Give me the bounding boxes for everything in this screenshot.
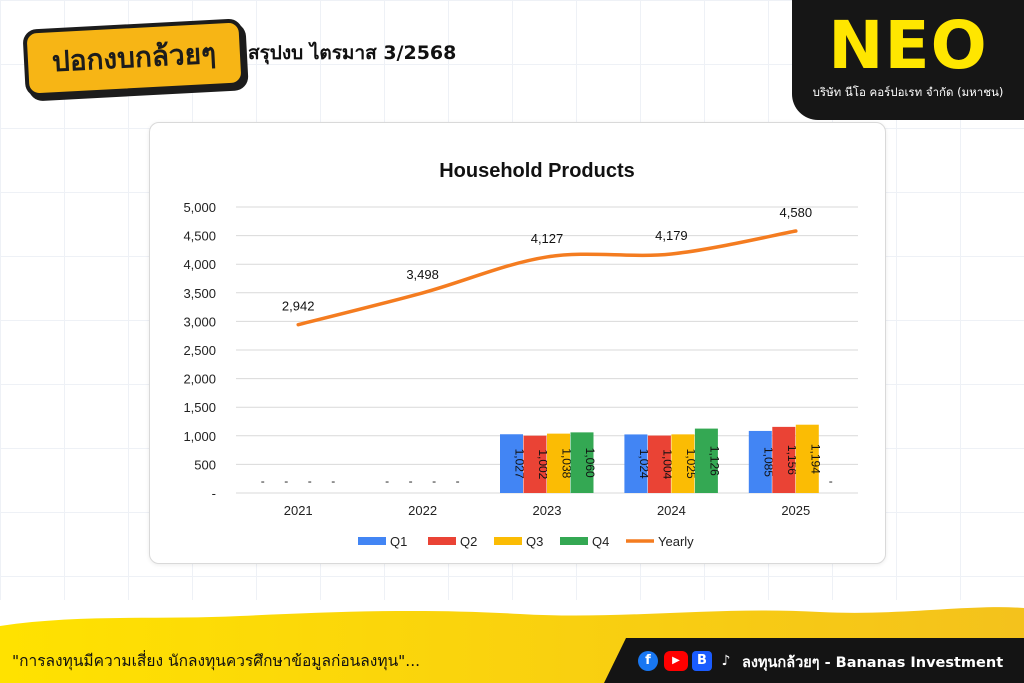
y-tick-label: 5,000 — [183, 200, 216, 215]
bar-data-label: 1,027 — [513, 449, 527, 479]
legend-swatch-q3 — [494, 537, 522, 545]
bar-data-label: 1,126 — [707, 446, 721, 476]
y-tick-label: 4,000 — [183, 257, 216, 272]
bar-q3 — [671, 434, 695, 493]
bar-data-label: - — [308, 474, 312, 488]
y-tick-label: 2,000 — [183, 372, 216, 387]
tiktok-icon[interactable]: ♪ — [716, 651, 736, 671]
neo-logo: NEO — [828, 7, 988, 84]
legend-swatch-q1 — [358, 537, 386, 545]
company-name: บริษัท นีโอ คอร์ปอเรท จำกัด (มหาชน) — [812, 85, 1004, 99]
yearly-data-label: 4,127 — [531, 231, 564, 246]
y-tick-label: 4,500 — [183, 229, 216, 244]
facebook-icon[interactable]: f — [638, 651, 658, 671]
bar-data-label: - — [409, 474, 413, 488]
bar-data-label: - — [284, 474, 288, 488]
chart-title: Household Products — [439, 160, 635, 182]
legend-label: Q4 — [592, 534, 609, 549]
bar-q4 — [570, 432, 594, 493]
legend-label: Q3 — [526, 534, 543, 549]
x-tick-label: 2024 — [657, 503, 686, 518]
legend-label: Q2 — [460, 534, 477, 549]
legend-swatch-q2 — [428, 537, 456, 545]
bar-q1 — [500, 434, 523, 493]
bar-data-label: - — [331, 474, 335, 488]
bar-data-label: - — [261, 474, 265, 488]
y-tick-label: 500 — [194, 457, 216, 472]
bar-data-label: 1,085 — [761, 447, 775, 477]
bar-data-label: 1,194 — [808, 444, 822, 474]
y-tick-label: 1,000 — [183, 429, 216, 444]
x-tick-label: 2025 — [781, 503, 810, 518]
bar-q1 — [624, 434, 648, 493]
bar-data-label: - — [456, 474, 460, 488]
household-products-chart: Household Products 5,000 4,500 4,000 3,500 3,… — [183, 160, 858, 549]
bar-q4 — [694, 428, 718, 493]
bar-data-label: - — [432, 474, 436, 488]
blockdit-icon[interactable]: B — [692, 651, 712, 671]
yearly-data-label: 4,580 — [780, 205, 813, 220]
x-tick-label: 2022 — [408, 503, 437, 518]
bar-data-label: 1,038 — [560, 448, 574, 478]
legend-label: Yearly — [658, 534, 694, 549]
bar-q3 — [547, 433, 570, 493]
bar-q1 — [748, 430, 772, 493]
chart-card: Household Products 5,000 4,500 4,000 3,500 3,… — [149, 122, 886, 564]
y-tick-label: 3,500 — [183, 286, 216, 301]
yearly-data-label: 2,942 — [282, 299, 315, 314]
investment-disclaimer: "การลงทุนมีความเสี่ยง นักลงทุนควรศึกษาข้… — [12, 652, 421, 670]
bar-data-label: - — [829, 474, 833, 488]
brand-logo: ปอกงบกล้วยๆ — [22, 18, 246, 98]
bar-q2 — [647, 435, 671, 493]
bar-data-label: 1,025 — [684, 449, 698, 479]
y-tick-label: 2,500 — [183, 343, 216, 358]
page-title: สรุปงบ ไตรมาส 3/2568 — [248, 42, 457, 64]
bar-q2 — [772, 426, 796, 493]
company-logo-panel: NEO บริษัท นีโอ คอร์ปอเรท จำกัด (มหาชน) — [792, 0, 1024, 120]
bar-data-label: 1,024 — [637, 449, 651, 479]
bar-data-label: 1,002 — [536, 449, 550, 479]
legend-label: Q1 — [390, 534, 407, 549]
youtube-icon[interactable]: ▶ — [664, 651, 688, 671]
channel-name: ลงทุนกล้วยๆ - Bananas Investment — [742, 655, 1004, 671]
bar-q2 — [523, 435, 547, 493]
y-tick-label: - — [212, 486, 216, 501]
x-tick-label: 2021 — [284, 503, 313, 518]
yearly-data-label: 4,179 — [655, 228, 688, 243]
brand-logo-text: ปอกงบกล้วยๆ — [51, 36, 217, 79]
legend-swatch-q4 — [560, 537, 588, 545]
bar-q3 — [795, 424, 819, 493]
bar-data-label: 1,004 — [660, 449, 674, 479]
yearly-data-label: 3,498 — [406, 267, 439, 282]
y-tick-label: 3,000 — [183, 314, 216, 329]
bar-data-label: - — [385, 474, 389, 488]
x-tick-label: 2023 — [533, 503, 562, 518]
bar-data-label: 1,156 — [785, 445, 799, 475]
bar-data-label: 1,060 — [583, 448, 597, 478]
y-tick-label: 1,500 — [183, 400, 216, 415]
yearly-line — [296, 229, 798, 327]
